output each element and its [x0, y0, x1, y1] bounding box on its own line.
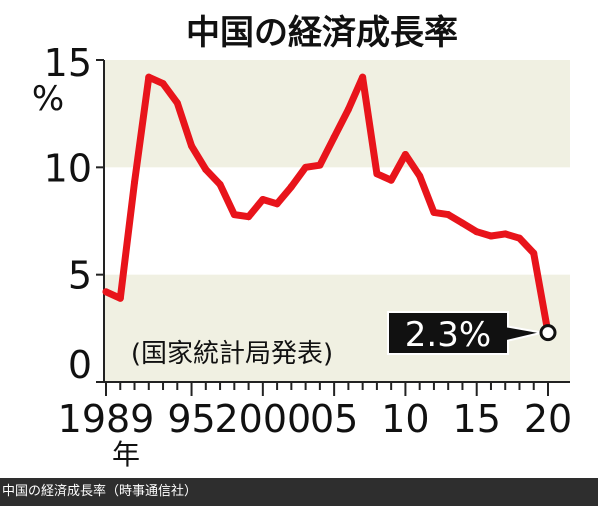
- callout-point: [539, 324, 557, 342]
- callout-box: [387, 311, 543, 355]
- band-10-15: [104, 60, 570, 168]
- data-point-1997: [216, 181, 224, 189]
- data-point-1994: [173, 99, 181, 107]
- data-point-1991: [131, 178, 139, 186]
- x-tick-year-suffix: 年: [112, 438, 140, 471]
- data-point-2017: [501, 230, 509, 238]
- data-point-2001: [273, 200, 281, 208]
- callout-layer: 2.3%: [387, 311, 557, 355]
- source-note: (国家統計局発表): [131, 339, 333, 369]
- y-axis-unit: %: [32, 79, 64, 119]
- data-point-2015: [473, 228, 481, 236]
- data-point-1992: [145, 73, 153, 81]
- data-point-1996: [202, 165, 210, 173]
- data-point-2016: [487, 232, 495, 240]
- x-tick-label-95: 95: [167, 397, 215, 441]
- data-point-2010: [401, 150, 409, 158]
- data-point-2005: [330, 133, 338, 141]
- data-point-1995: [188, 142, 196, 150]
- data-point-2004: [316, 161, 324, 169]
- data-point-2013: [444, 211, 452, 219]
- data-point-1989: [102, 288, 110, 296]
- data-point-2012: [430, 208, 438, 216]
- data-point-2006: [344, 105, 352, 113]
- data-point-2007: [359, 73, 367, 81]
- data-point-1993: [159, 80, 167, 88]
- data-point-2019: [530, 249, 538, 257]
- callout-label: 2.3%: [405, 315, 491, 355]
- y-tick-label-15: 15: [44, 41, 92, 85]
- data-point-1990: [116, 294, 124, 302]
- x-tick-label-1989: 1989: [58, 397, 155, 441]
- x-tick-label-2000: 2000: [214, 397, 311, 441]
- data-point-2003: [302, 163, 310, 171]
- data-point-2009: [387, 176, 395, 184]
- data-point-1999: [245, 213, 253, 221]
- y-tick-label-10: 10: [44, 146, 92, 190]
- x-tick-label-10: 10: [381, 397, 429, 441]
- x-tick-label-20: 20: [524, 397, 572, 441]
- chart-title: 中国の経済成長率: [186, 13, 458, 53]
- series-layer: [102, 73, 552, 337]
- y-tick-label-0: 0: [68, 343, 92, 387]
- data-point-1998: [230, 211, 238, 219]
- data-point-2014: [458, 219, 466, 227]
- data-point-2002: [287, 183, 295, 191]
- image-caption: 中国の経済成長率（時事通信社）: [0, 478, 598, 506]
- x-tick-label-15: 15: [453, 397, 501, 441]
- x-tick-label-05: 05: [310, 397, 358, 441]
- data-point-2008: [373, 170, 381, 178]
- data-point-2011: [416, 172, 424, 180]
- y-tick-label-5: 5: [68, 254, 92, 298]
- data-point-2000: [259, 196, 267, 204]
- data-point-2018: [515, 234, 523, 242]
